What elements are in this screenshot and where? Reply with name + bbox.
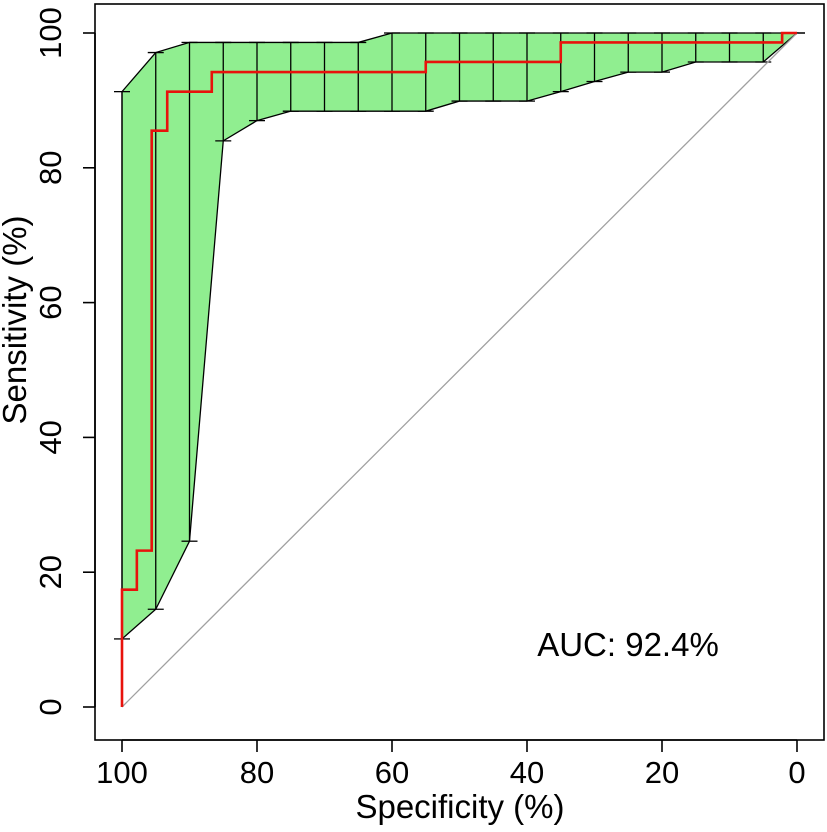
x-tick-label: 100 [96,755,148,790]
x-tick-label: 0 [788,755,805,790]
y-axis-label: Sensitivity (%) [0,215,33,424]
y-tick-label: 60 [33,285,68,319]
x-tick-label: 80 [240,755,274,790]
y-tick-label: 80 [33,151,68,185]
x-tick-label: 60 [375,755,409,790]
y-tick-label: 0 [33,698,68,715]
y-axis: 0 20 40 60 80 100 [33,7,96,716]
y-tick-label: 100 [33,7,68,59]
auc-annotation: AUC: 92.4% [537,626,719,663]
y-tick-label: 40 [33,420,68,454]
chance-diagonal-line [121,32,798,708]
x-axis: 100 80 60 40 20 0 [96,739,806,790]
roc-curve-line [120,31,797,707]
x-tick-label: 20 [645,755,679,790]
x-axis-label: Specificity (%) [355,788,564,825]
error-bars-layer [114,32,805,640]
x-tick-label: 40 [510,755,544,790]
y-tick-label: 20 [33,555,68,589]
